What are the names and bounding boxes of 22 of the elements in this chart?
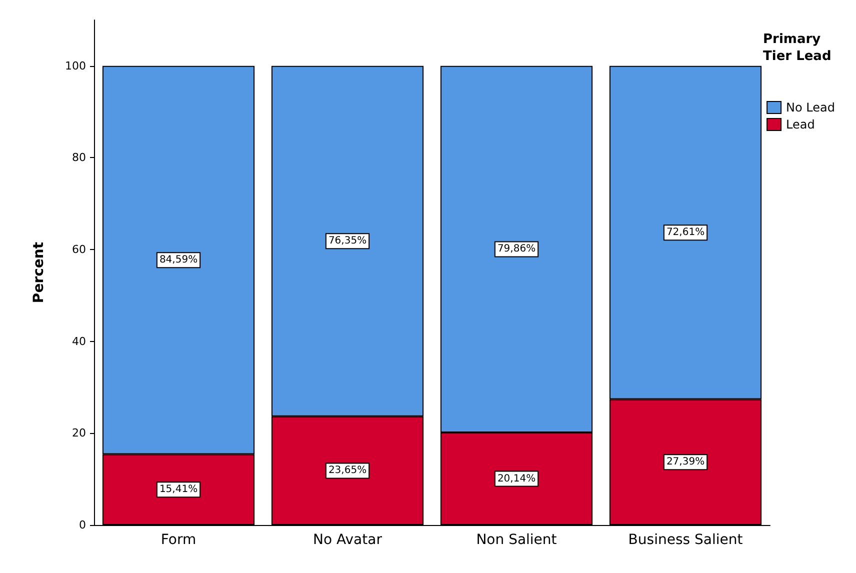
y-axis-title: Percent [31, 242, 47, 304]
y-tick-label: 60 [72, 243, 86, 256]
x-tick-label: Form [160, 532, 196, 548]
x-tick-label: Business Salient [628, 532, 744, 548]
y-tick-label: 80 [72, 151, 86, 164]
data-label: 79,86% [497, 244, 536, 255]
y-tick-label: 0 [79, 518, 86, 532]
y-tick-label: 40 [72, 334, 86, 348]
data-label: 23,65% [328, 465, 367, 476]
data-label: 76,35% [328, 236, 367, 247]
data-label: 20,14% [497, 473, 536, 484]
y-tick-label: 100 [65, 59, 86, 72]
legend-label: Lead [786, 118, 815, 132]
data-label: 27,39% [666, 456, 705, 468]
data-label: 72,61% [666, 227, 705, 238]
x-tick-label: No Avatar [313, 532, 382, 548]
data-label: 15,41% [159, 484, 198, 496]
y-tick-label: 20 [72, 426, 86, 440]
legend-label: No Lead [786, 100, 836, 114]
data-label: 84,59% [159, 254, 198, 266]
legend-title: Primary Tier Lead [763, 32, 832, 64]
x-tick-label: Non Salient [476, 532, 558, 548]
